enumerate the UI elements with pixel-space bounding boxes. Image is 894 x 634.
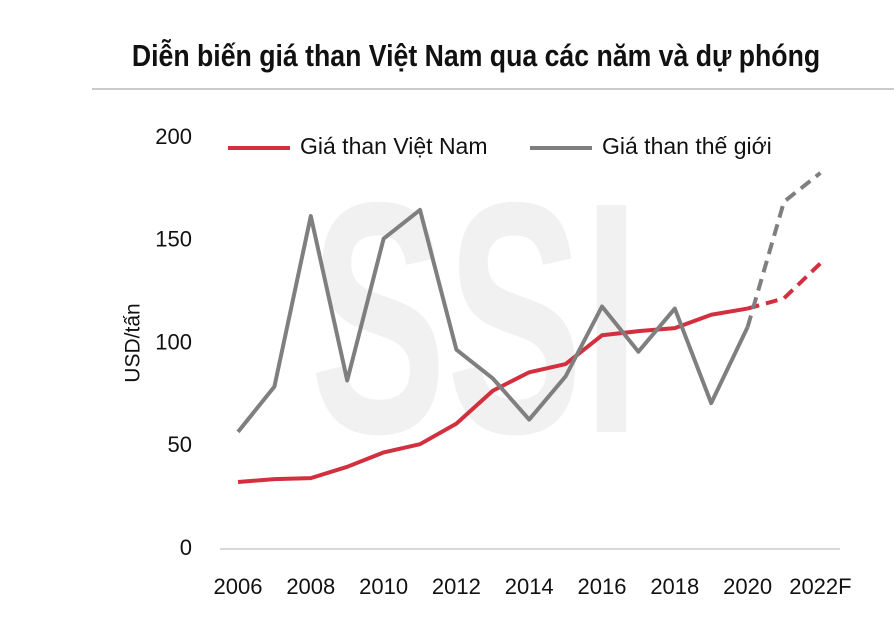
- x-tick-label: 2018: [650, 574, 699, 599]
- series-line: [237, 306, 748, 485]
- x-tick-label: 2016: [578, 574, 627, 599]
- x-tick-label: 2008: [286, 574, 335, 599]
- y-tick-label: 100: [155, 329, 192, 354]
- y-tick-label: 150: [155, 227, 192, 252]
- y-tick-label: 50: [168, 432, 192, 457]
- x-tick-label: 2006: [214, 574, 263, 599]
- x-tick-label: 2012: [432, 574, 481, 599]
- x-tick-label: 2010: [359, 574, 408, 599]
- y-tick-label: 200: [155, 124, 192, 149]
- y-tick-label: 0: [180, 535, 192, 560]
- series-line: [236, 207, 750, 434]
- x-tick-label: 2020: [723, 574, 772, 599]
- legend-label: Giá than thế giới: [602, 133, 772, 159]
- watermark: SSI: [310, 134, 640, 503]
- legend-label: Giá than Việt Nam: [300, 133, 488, 159]
- chart-title: Diễn biến giá than Việt Nam qua các năm …: [132, 37, 820, 73]
- x-tick-label: 2022F: [789, 574, 851, 599]
- y-axis-label: USD/tấn: [122, 303, 145, 382]
- forecast-line: [745, 171, 822, 328]
- x-tick-label: 2014: [505, 574, 554, 599]
